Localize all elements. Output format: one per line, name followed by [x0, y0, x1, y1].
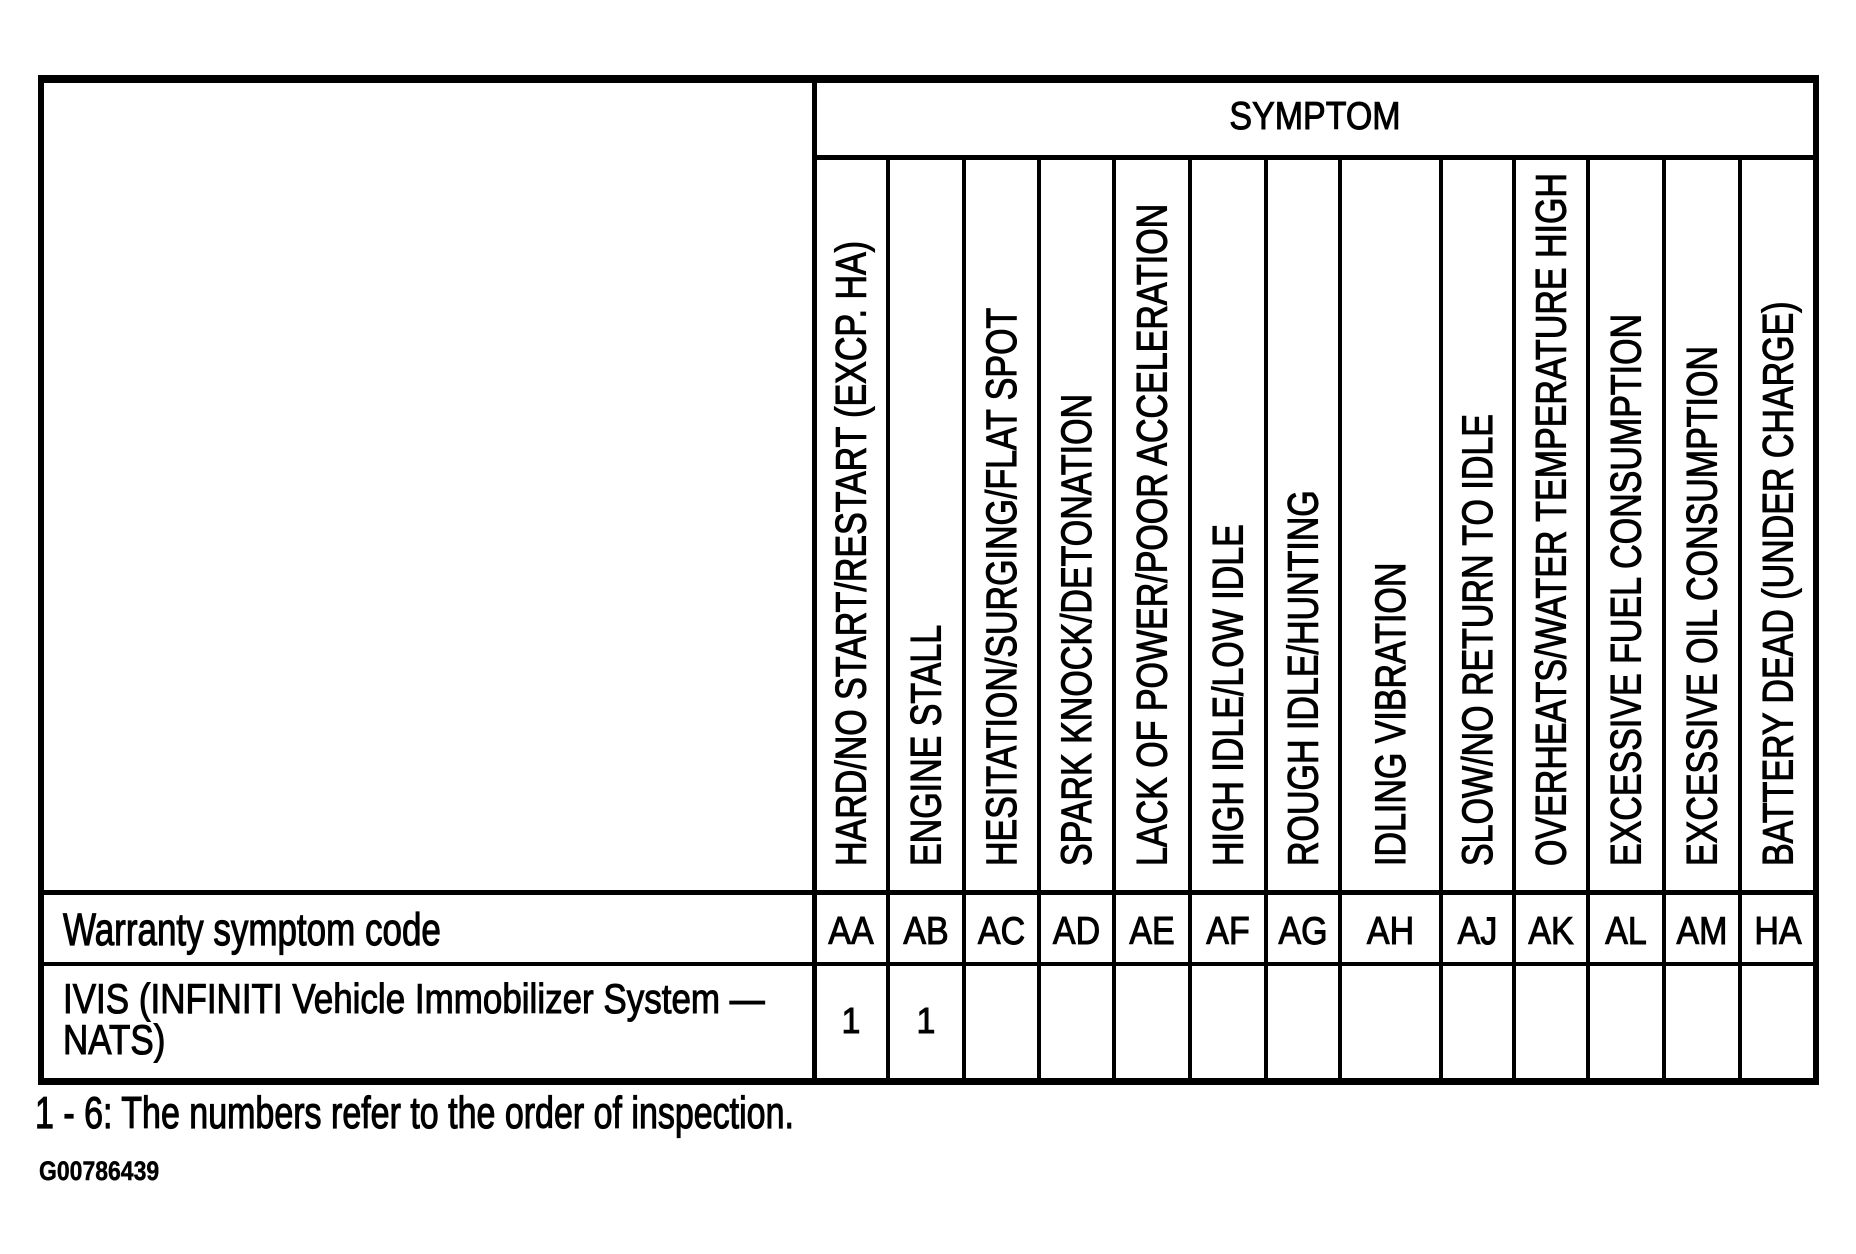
svg-text:AK: AK [1528, 909, 1574, 953]
svg-text:Warranty symptom code: Warranty symptom code [63, 904, 441, 956]
svg-text:IVIS (INFINITI Vehicle Immobil: IVIS (INFINITI Vehicle Immobilizer Syste… [63, 976, 765, 1023]
svg-text:AL: AL [1605, 909, 1647, 953]
svg-text:1: 1 [917, 1001, 936, 1041]
svg-text:HA: HA [1754, 909, 1802, 953]
svg-text:1 - 6: The numbers refer to th: 1 - 6: The numbers refer to the order of… [35, 1089, 794, 1138]
svg-text:IDLING VIBRATION: IDLING VIBRATION [1367, 563, 1414, 866]
svg-text:ROUGH IDLE/HUNTING: ROUGH IDLE/HUNTING [1280, 490, 1327, 866]
svg-text:AG: AG [1278, 909, 1327, 953]
svg-text:EXCESSIVE OIL CONSUMPTION: EXCESSIVE OIL CONSUMPTION [1679, 346, 1726, 866]
svg-text:AA: AA [828, 909, 874, 953]
svg-text:G00786439: G00786439 [39, 1158, 159, 1187]
svg-text:HIGH IDLE/LOW IDLE: HIGH IDLE/LOW IDLE [1205, 524, 1252, 866]
svg-text:AJ: AJ [1458, 909, 1498, 953]
svg-text:SYMPTOM: SYMPTOM [1229, 94, 1400, 138]
svg-text:AB: AB [903, 909, 948, 953]
svg-text:SPARK KNOCK/DETONATION: SPARK KNOCK/DETONATION [1053, 394, 1100, 866]
svg-text:BATTERY DEAD (UNDER CHARGE): BATTERY DEAD (UNDER CHARGE) [1755, 301, 1802, 866]
svg-text:AH: AH [1367, 909, 1414, 953]
svg-text:AM: AM [1677, 909, 1728, 953]
svg-text:OVERHEATS/WATER TEMPERATURE HI: OVERHEATS/WATER TEMPERATURE HIGH [1528, 173, 1575, 866]
svg-text:AE: AE [1129, 909, 1174, 953]
svg-text:SLOW/NO RETURN TO IDLE: SLOW/NO RETURN TO IDLE [1454, 414, 1501, 866]
svg-text:HARD/NO START/RESTART (EXCP. H: HARD/NO START/RESTART (EXCP. HA) [828, 241, 875, 866]
svg-text:1: 1 [842, 1001, 861, 1041]
svg-text:AD: AD [1053, 909, 1100, 953]
svg-text:NATS): NATS) [63, 1017, 165, 1064]
svg-text:ENGINE STALL: ENGINE STALL [903, 625, 950, 866]
svg-text:AF: AF [1206, 909, 1249, 953]
svg-text:HESITATION/SURGING/FLAT SPOT: HESITATION/SURGING/FLAT SPOT [978, 308, 1025, 866]
svg-text:EXCESSIVE FUEL CONSUMPTION: EXCESSIVE FUEL CONSUMPTION [1603, 314, 1650, 866]
svg-text:AC: AC [978, 909, 1025, 953]
svg-text:LACK OF POWER/POOR ACCELERATIO: LACK OF POWER/POOR ACCELERATION [1129, 204, 1176, 866]
